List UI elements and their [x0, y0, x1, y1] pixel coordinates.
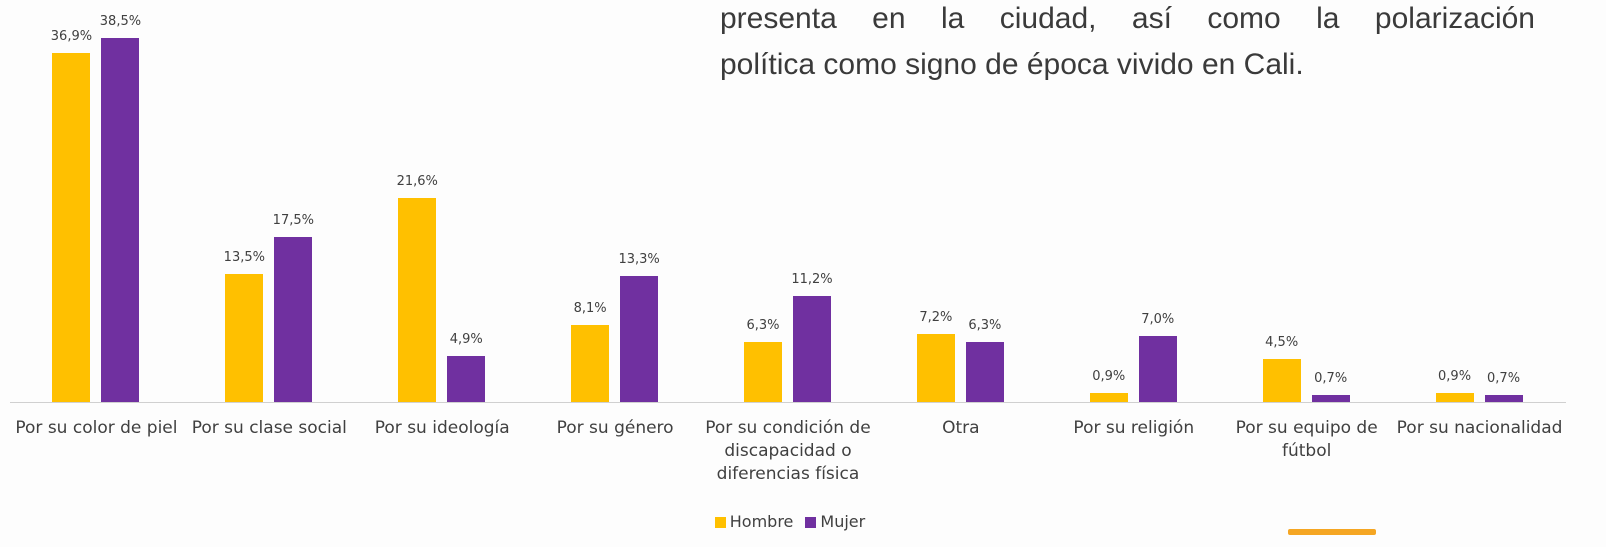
bar	[52, 53, 91, 402]
legend-item: Hombre	[714, 512, 794, 531]
data-label: 0,9%	[1438, 369, 1472, 385]
bar	[447, 355, 486, 402]
data-label: 7,2%	[919, 309, 953, 325]
bar	[1435, 393, 1474, 402]
x-tick-label: Por su color de piel	[15, 418, 178, 438]
paragraph-line: presenta en la ciudad, así como la polar…	[720, 2, 1535, 35]
x-tick-label: Por su condición de discapacidad o difer…	[705, 418, 871, 484]
legend-swatch	[805, 517, 817, 528]
bar	[965, 342, 1004, 402]
bar	[1138, 335, 1177, 402]
bar	[1311, 395, 1350, 402]
data-label: 8,1%	[573, 301, 607, 317]
data-label: 6,3%	[746, 318, 780, 334]
data-label: 21,6%	[396, 173, 438, 189]
bar	[916, 333, 955, 402]
x-tick-label: Por su equipo de fútbol	[1235, 418, 1378, 461]
bar	[398, 197, 437, 402]
bar	[1262, 359, 1301, 402]
data-label: 17,5%	[272, 212, 314, 228]
data-label: 11,2%	[791, 272, 833, 288]
data-label: 4,9%	[449, 331, 483, 347]
x-tick-label: Por su clase social	[191, 418, 347, 438]
bar	[744, 342, 782, 402]
x-axis-line	[10, 402, 1566, 403]
data-label: 0,7%	[1487, 371, 1521, 387]
data-label: 13,5%	[223, 250, 265, 266]
data-label: 7,0%	[1141, 311, 1175, 327]
bar	[101, 38, 140, 402]
x-tick-label: Por su religión	[1073, 418, 1195, 438]
x-tick-label: Por su ideología	[374, 418, 510, 438]
legend-label: Mujer	[820, 512, 866, 531]
bar	[1484, 395, 1523, 402]
bar	[571, 325, 610, 402]
x-tick-label: Por su género	[556, 418, 674, 438]
data-label: 38,5%	[99, 14, 142, 30]
legend-label: Hombre	[729, 512, 794, 531]
bar	[620, 276, 659, 402]
paragraph-line: política como signo de época vivido en C…	[720, 48, 1304, 81]
legend: Hombre Mujer	[0, 512, 1580, 531]
bar	[274, 236, 313, 402]
bar	[793, 296, 831, 402]
bar	[225, 274, 264, 402]
data-label: 0,9%	[1092, 369, 1126, 385]
bar	[1089, 393, 1128, 402]
data-label: 36,9%	[50, 29, 93, 45]
data-label: 4,5%	[1265, 335, 1299, 351]
x-tick-label: Por su nacionalidad	[1396, 418, 1563, 438]
data-label: 6,3%	[968, 318, 1002, 334]
legend-item: Mujer	[805, 512, 865, 531]
data-label: 0,7%	[1314, 371, 1348, 387]
data-label: 13,3%	[618, 252, 660, 268]
x-tick-label: Otra	[942, 418, 980, 438]
decoration	[1288, 529, 1376, 535]
legend-swatch	[714, 517, 726, 528]
